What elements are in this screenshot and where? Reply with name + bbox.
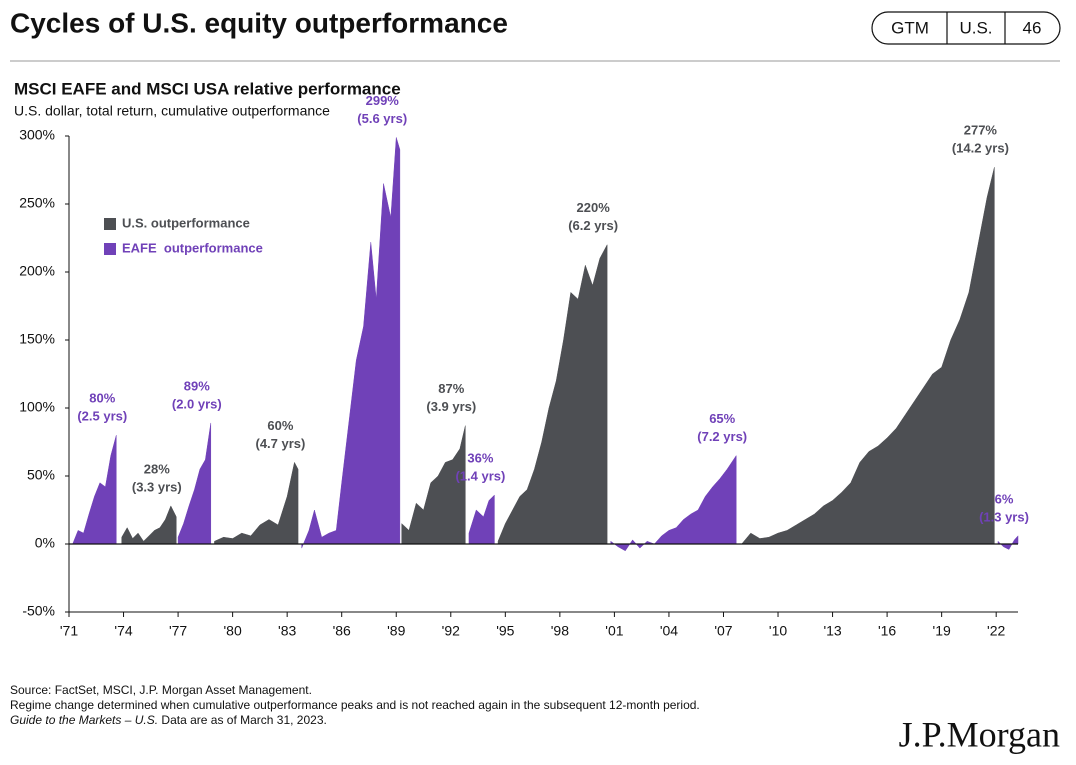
peak-label: 277%: [964, 123, 998, 138]
x-tick-label: '89: [387, 623, 405, 639]
badge-group: GTM U.S. 46: [871, 11, 1061, 45]
y-tick-label: 200%: [19, 263, 55, 279]
x-tick-label: '86: [333, 623, 351, 639]
peak-label: 80%: [89, 391, 115, 406]
legend-label: EAFE outperformance: [122, 240, 263, 255]
footnote-text: Data are as of March 31, 2023.: [158, 713, 327, 727]
badge-frame: [871, 11, 1061, 45]
area: [72, 435, 117, 545]
legend-swatch: [104, 243, 116, 255]
peak-duration: (1.4 yrs): [455, 468, 505, 483]
y-tick-label: 300%: [19, 127, 55, 143]
area: [401, 425, 466, 545]
badge: U.S.: [959, 18, 992, 37]
y-tick-label: 100%: [19, 399, 55, 415]
x-tick-label: '13: [823, 623, 841, 639]
y-tick-label: -50%: [22, 603, 55, 619]
area: [468, 494, 495, 545]
peak-label: 36%: [467, 450, 493, 465]
legend-swatch: [104, 218, 116, 230]
chart-title: MSCI EAFE and MSCI USA relative performa…: [14, 79, 401, 98]
peak-label: 28%: [144, 461, 170, 476]
x-tick-label: '71: [60, 623, 78, 639]
peak-duration: (2.0 yrs): [172, 396, 222, 411]
page-title: Cycles of U.S. equity outperformance: [10, 7, 508, 38]
x-tick-label: '98: [551, 623, 569, 639]
x-tick-label: '19: [933, 623, 951, 639]
peak-duration: (7.2 yrs): [697, 429, 747, 444]
area: [121, 505, 177, 545]
area: [997, 535, 1019, 550]
x-tick-label: '07: [714, 623, 732, 639]
footnote: Source: FactSet, MSCI, J.P. Morgan Asset…: [10, 683, 312, 697]
peak-duration: (6.2 yrs): [568, 218, 618, 233]
peak-label: 220%: [577, 200, 611, 215]
badge: GTM: [891, 18, 929, 37]
peak-label: 60%: [267, 418, 293, 433]
peak-duration: (1.3 yrs): [979, 509, 1029, 524]
x-tick-label: '04: [660, 623, 678, 639]
peak-label: 89%: [184, 378, 210, 393]
area: [301, 137, 401, 549]
x-tick-label: '74: [114, 623, 132, 639]
peak-duration: (5.6 yrs): [357, 111, 407, 126]
area: [214, 461, 299, 545]
footnote-italic: Guide to the Markets – U.S.: [10, 713, 158, 727]
peak-duration: (2.5 yrs): [77, 409, 127, 424]
x-tick-label: '83: [278, 623, 296, 639]
y-tick-label: 50%: [27, 467, 55, 483]
y-tick-label: 0%: [35, 535, 55, 551]
peak-label: 87%: [438, 381, 464, 396]
x-tick-label: '10: [769, 623, 787, 639]
peak-label: 299%: [366, 93, 400, 108]
x-tick-label: '01: [605, 623, 623, 639]
peak-duration: (3.9 yrs): [426, 399, 476, 414]
legend-label: U.S. outperformance: [122, 215, 250, 230]
peak-label: 6%: [995, 491, 1014, 506]
peak-duration: (4.7 yrs): [255, 436, 305, 451]
x-tick-label: '16: [878, 623, 896, 639]
area: [177, 422, 212, 545]
y-tick-label: 250%: [19, 195, 55, 211]
badge: 46: [1023, 18, 1042, 37]
footnote: Guide to the Markets – U.S. Data are as …: [10, 713, 327, 727]
x-tick-label: '95: [496, 623, 514, 639]
logo: J.P.Morgan: [899, 714, 1060, 754]
footnote: Regime change determined when cumulative…: [10, 698, 700, 712]
x-tick-label: '22: [987, 623, 1005, 639]
area: [610, 454, 737, 552]
x-tick-label: '77: [169, 623, 187, 639]
peak-duration: (14.2 yrs): [952, 141, 1009, 156]
x-tick-label: '92: [442, 623, 460, 639]
x-tick-label: '80: [223, 623, 241, 639]
area: [497, 244, 608, 545]
area: [741, 167, 995, 545]
peak-label: 65%: [709, 411, 735, 426]
peak-duration: (3.3 yrs): [132, 479, 182, 494]
chart-subtitle: U.S. dollar, total return, cumulative ou…: [14, 103, 330, 119]
y-tick-label: 150%: [19, 331, 55, 347]
